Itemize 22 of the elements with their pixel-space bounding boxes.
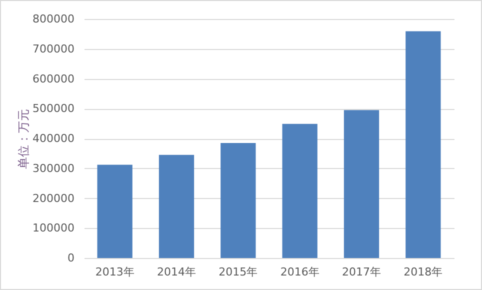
x-tick-label: 2013年 — [95, 266, 134, 278]
y-tick-label: 700000 — [32, 42, 74, 56]
bar — [282, 124, 318, 258]
x-tick-label: 2016年 — [280, 266, 320, 278]
y-axis-title: 单位：万元 — [16, 109, 31, 169]
x-tick-label: 2015年 — [218, 266, 258, 278]
bar — [158, 154, 194, 258]
x-tick-label: 2017年 — [342, 266, 381, 278]
y-tick-label: 100000 — [32, 222, 74, 235]
y-tick-label: 0 — [68, 252, 74, 264]
y-tick-label: 800000 — [32, 12, 74, 26]
bar — [97, 164, 132, 258]
y-tick-label: 400000 — [32, 132, 74, 145]
y-tick-label: 500000 — [32, 102, 74, 116]
x-tick-label: 2014年 — [157, 266, 196, 278]
y-tick-label: 600000 — [32, 72, 74, 86]
x-tick-label: 2018年 — [404, 266, 443, 278]
bar — [406, 31, 441, 258]
bar — [344, 110, 380, 258]
y-tick-label: 300000 — [32, 162, 74, 175]
bar — [220, 142, 256, 258]
y-tick-label: 200000 — [32, 192, 74, 205]
